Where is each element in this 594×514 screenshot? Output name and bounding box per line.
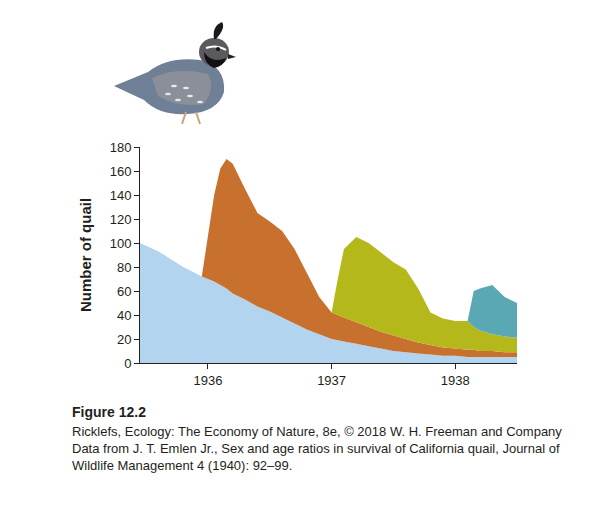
- html-text:Ricklefs, Ecology: The Economy: Ricklefs, Ecology: The Economy of Nature…: [72, 424, 562, 439]
- svg-text:1938: 1938: [441, 373, 470, 388]
- svg-text:60: 60: [117, 284, 131, 299]
- svg-text:1936: 1936: [194, 373, 223, 388]
- svg-text:40: 40: [117, 308, 131, 323]
- svg-text:140: 140: [110, 188, 132, 203]
- svg-text:100: 100: [110, 236, 132, 251]
- html-text:Data from J. T. Emlen Jr., Sex: Data from J. T. Emlen Jr., Sex and age r…: [72, 441, 560, 473]
- svg-text:120: 120: [110, 212, 132, 227]
- svg-text:20: 20: [117, 332, 131, 347]
- html-text:Figure 12.2: Figure 12.2: [72, 404, 146, 420]
- svg-text:160: 160: [110, 164, 132, 179]
- svg-text:0: 0: [124, 356, 131, 371]
- svg-text:180: 180: [110, 140, 132, 155]
- svg-text:Number of quail: Number of quail: [77, 198, 94, 312]
- svg-text:80: 80: [117, 260, 131, 275]
- svg-text:1937: 1937: [317, 373, 346, 388]
